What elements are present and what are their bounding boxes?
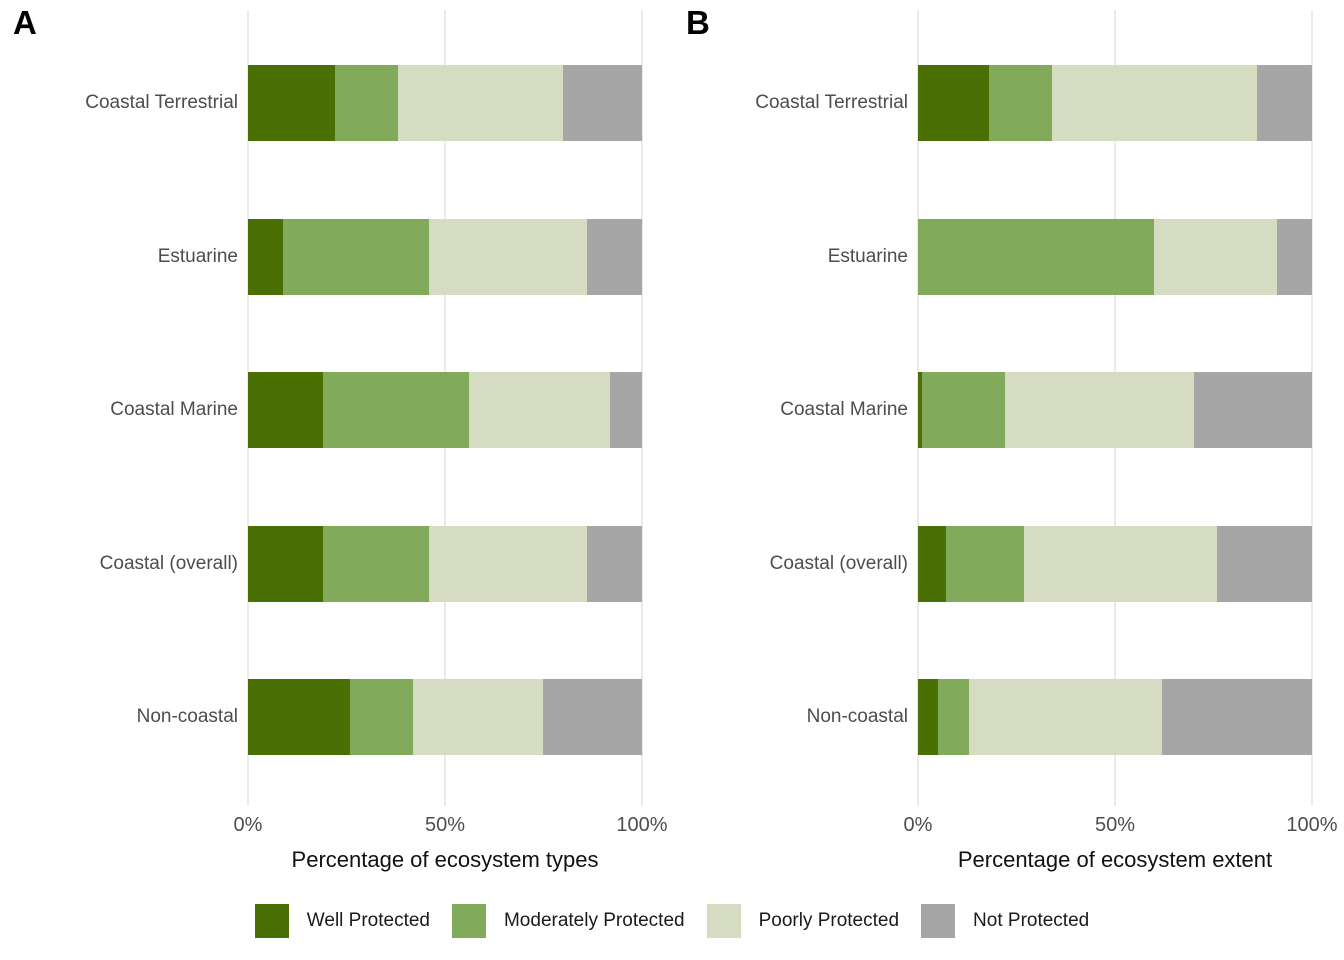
stacked-bar — [248, 65, 642, 141]
stacked-bar — [918, 372, 1312, 448]
category-label: Estuarine — [827, 245, 908, 267]
panel-a-x-axis-title: Percentage of ecosystem types — [291, 847, 599, 872]
stacked-bar — [248, 218, 642, 295]
stacked-bar — [918, 218, 1312, 295]
bar-segment — [563, 65, 642, 141]
panel-b-tag: B — [686, 4, 710, 41]
bar-segment — [918, 679, 938, 755]
bar-segment — [586, 218, 642, 295]
stacked-bar — [248, 679, 642, 755]
category-label: Non-coastal — [806, 706, 908, 727]
stacked-bar — [918, 679, 1312, 755]
bar-segment — [1256, 65, 1312, 141]
bar-segment — [322, 372, 469, 448]
bar-segment — [283, 218, 430, 295]
bar-segment — [468, 372, 611, 448]
bar-segment — [945, 525, 1025, 602]
legend-item: Well Protected — [254, 904, 430, 938]
legend-label: Not Protected — [973, 910, 1090, 931]
bar-segment — [937, 679, 970, 755]
bar-segment — [248, 65, 335, 141]
stacked-bar — [918, 525, 1312, 602]
x-tick-label: 50% — [1094, 814, 1136, 836]
x-tick-label: 100% — [616, 814, 668, 836]
gridline-100 — [1311, 10, 1313, 806]
bar-segment — [586, 525, 642, 602]
stacked-bar — [248, 525, 642, 602]
stacked-bar — [248, 372, 642, 448]
bar-segment — [397, 65, 564, 141]
swatch-gray — [921, 904, 956, 938]
bar-segment — [918, 65, 989, 141]
bar-segment — [1024, 525, 1218, 602]
legend-item: Not Protected — [921, 904, 1089, 938]
stacked-bar — [918, 65, 1312, 141]
legend-label: Poorly Protected — [758, 910, 900, 931]
bar-segment — [1276, 218, 1312, 295]
bar-segment — [1193, 372, 1312, 448]
legend-item: Moderately Protected — [451, 904, 685, 938]
bar-segment — [918, 372, 922, 448]
bar-segment — [543, 679, 642, 755]
bar-segment — [988, 65, 1052, 141]
bar-segment — [322, 525, 430, 602]
legend-label: Well Protected — [306, 910, 430, 931]
x-tick-label: 50% — [424, 814, 466, 836]
bar-segment — [248, 679, 351, 755]
bar-segment — [918, 525, 946, 602]
bar-segment — [350, 679, 414, 755]
category-label: Coastal Marine — [780, 399, 908, 420]
swatch-light-green — [706, 904, 741, 938]
x-tick-label: 100% — [1286, 814, 1338, 836]
bar-segment — [413, 679, 544, 755]
gridline-100 — [641, 10, 643, 806]
category-label: Coastal (overall) — [769, 552, 908, 574]
bar-segment — [429, 218, 587, 295]
bar-segment — [610, 372, 642, 448]
bar-segment — [1154, 218, 1277, 295]
bar-segment — [1217, 525, 1312, 602]
bar-segment — [921, 372, 1005, 448]
legend-item: Poorly Protected — [706, 904, 900, 938]
category-label: Coastal Marine — [110, 399, 238, 420]
bar-segment — [248, 218, 284, 295]
bar-segment — [969, 679, 1163, 755]
x-tick-label: 0% — [233, 814, 263, 836]
panel-b-x-axis-title: Percentage of ecosystem extent — [957, 847, 1273, 872]
category-label: Estuarine — [157, 245, 238, 267]
bar-segment — [334, 65, 398, 141]
legend: Well Protected Moderately Protected Poorly… — [0, 901, 1344, 941]
x-tick-label: 0% — [903, 814, 933, 836]
swatch-medium-green — [451, 904, 486, 938]
bar-segment — [1051, 65, 1257, 141]
category-label: Non-coastal — [136, 706, 238, 727]
legend-label: Moderately Protected — [503, 910, 685, 931]
category-label: Coastal (overall) — [99, 552, 238, 574]
bar-segment — [1004, 372, 1194, 448]
swatch-dark-green — [254, 904, 289, 938]
bar-segment — [248, 525, 323, 602]
category-label: Coastal Terrestrial — [85, 92, 238, 113]
category-label: Coastal Terrestrial — [755, 92, 908, 113]
bar-segment — [248, 372, 323, 448]
bar-segment — [1162, 679, 1312, 755]
bar-segment — [429, 525, 587, 602]
bar-segment — [918, 218, 1155, 295]
panel-a-tag: A — [13, 4, 37, 41]
